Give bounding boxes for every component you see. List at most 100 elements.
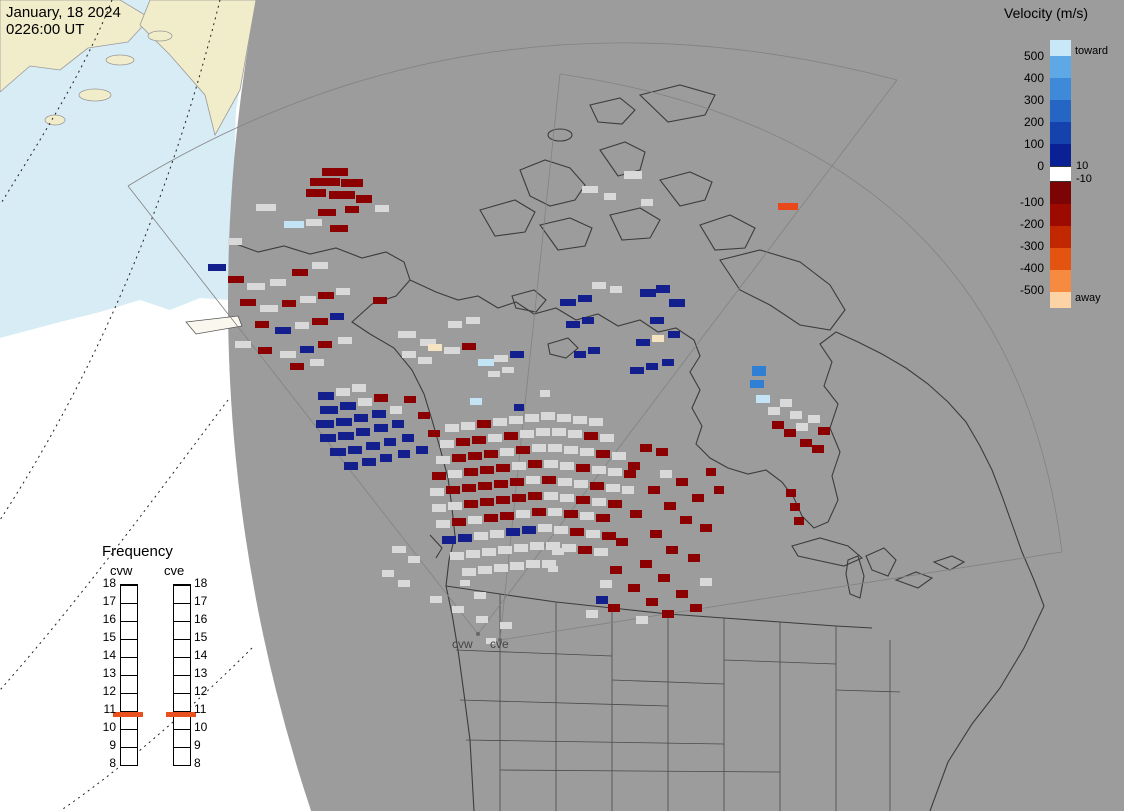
- velocity-cell: [255, 321, 269, 328]
- radar-site-cve: [498, 638, 502, 642]
- velocity-cell: [312, 262, 328, 269]
- velocity-cell: [786, 489, 796, 497]
- radar-site-cvw: [476, 632, 480, 636]
- velocity-cell: [506, 528, 520, 536]
- frequency-tick: 13: [194, 666, 208, 680]
- velocity-tick: -300: [1019, 239, 1044, 253]
- velocity-cell: [700, 578, 712, 586]
- velocity-cell: [641, 199, 653, 206]
- velocity-cell: [530, 542, 544, 550]
- date-text: January, 18 2024: [6, 4, 121, 21]
- velocity-cell: [436, 520, 450, 528]
- velocity-cell: [516, 446, 530, 454]
- velocity-cell: [356, 195, 372, 203]
- velocity-cell: [576, 496, 590, 504]
- velocity-cell: [228, 276, 244, 283]
- velocity-cell: [375, 205, 389, 212]
- velocity-cell: [630, 367, 644, 374]
- velocity-cell: [656, 285, 670, 293]
- velocity-cell: [260, 305, 278, 312]
- velocity-cell: [235, 341, 251, 348]
- radar-label-cve: cve: [490, 637, 509, 651]
- velocity-cell: [345, 206, 359, 213]
- velocity-cell: [669, 299, 685, 307]
- velocity-cell: [432, 472, 446, 480]
- velocity-cell: [404, 396, 416, 403]
- velocity-cell: [750, 380, 764, 388]
- velocity-cell: [542, 476, 556, 484]
- velocity-cell: [780, 399, 792, 407]
- velocity-cell: [496, 496, 510, 504]
- velocity-cell: [318, 209, 336, 216]
- state-border-lines: [455, 594, 901, 811]
- frequency-scale-cvw: [120, 584, 138, 766]
- velocity-cell: [794, 517, 804, 525]
- velocity-cell: [348, 446, 362, 454]
- time-text: 0226:00 UT: [6, 21, 85, 38]
- velocity-tick: -400: [1019, 261, 1044, 275]
- velocity-cell: [320, 406, 338, 414]
- velocity-cell: [592, 498, 606, 506]
- velocity-cell: [690, 604, 702, 612]
- velocity-cell: [640, 289, 656, 297]
- velocity-cell: [416, 446, 428, 454]
- velocity-cell: [586, 530, 600, 538]
- velocity-cell: [275, 327, 291, 334]
- velocity-cell: [498, 546, 512, 554]
- velocity-cell: [578, 546, 592, 554]
- radar-label-cvw: cvw: [452, 637, 473, 651]
- velocity-cell: [322, 168, 348, 176]
- velocity-cell: [452, 454, 466, 462]
- velocity-cell: [362, 458, 376, 466]
- radar-fov-lines: [127, 42, 1063, 641]
- velocity-cell: [270, 279, 286, 286]
- velocity-cell: [596, 596, 608, 604]
- velocity-tick: -500: [1019, 283, 1044, 297]
- frequency-marker-cve: [166, 712, 196, 717]
- velocity-cell: [292, 269, 308, 276]
- frequency-tick: 17: [102, 594, 116, 608]
- velocity-cell: [600, 580, 612, 588]
- velocity-cell: [784, 429, 796, 437]
- velocity-cell: [514, 544, 528, 552]
- frequency-column-label-cvw: cvw: [110, 563, 133, 578]
- toward-label: toward: [1075, 45, 1109, 57]
- velocity-tick: 500: [1023, 49, 1044, 63]
- velocity-cell: [366, 442, 380, 450]
- frequency-tick: 12: [102, 684, 116, 698]
- velocity-cell: [446, 486, 460, 494]
- frequency-tick: 17: [194, 594, 208, 608]
- velocity-cell: [554, 526, 568, 534]
- velocity-cell: [300, 296, 316, 303]
- velocity-cell: [258, 347, 272, 354]
- velocity-cell: [228, 238, 242, 245]
- velocity-cell: [330, 225, 348, 232]
- velocity-cell: [484, 514, 498, 522]
- velocity-cell: [470, 398, 482, 405]
- velocity-cell: [354, 414, 368, 422]
- velocity-cell: [576, 464, 590, 472]
- frequency-tick: 15: [194, 630, 208, 644]
- velocity-cell: [557, 414, 571, 422]
- velocity-cell: [692, 494, 704, 502]
- velocity-cell: [488, 434, 502, 442]
- velocity-cell: [666, 546, 678, 554]
- velocity-cell: [500, 622, 512, 629]
- velocity-cell: [336, 388, 350, 396]
- velocity-cell: [290, 363, 304, 370]
- velocity-cell: [628, 584, 640, 592]
- velocity-cell: [373, 297, 387, 304]
- velocity-cell: [392, 420, 404, 428]
- velocity-cell: [600, 434, 614, 442]
- velocity-cell: [582, 186, 598, 193]
- velocity-cell: [420, 339, 436, 346]
- velocity-cell: [514, 404, 524, 411]
- velocity-cell: [295, 322, 309, 329]
- velocity-cell: [488, 371, 500, 377]
- timestamp: January, 18 2024 0226:00 UT: [6, 4, 121, 38]
- neg-threshold-label: -10: [1076, 173, 1092, 185]
- velocity-cell: [477, 420, 491, 428]
- velocity-tick: -200: [1019, 217, 1044, 231]
- velocity-cell: [526, 560, 540, 568]
